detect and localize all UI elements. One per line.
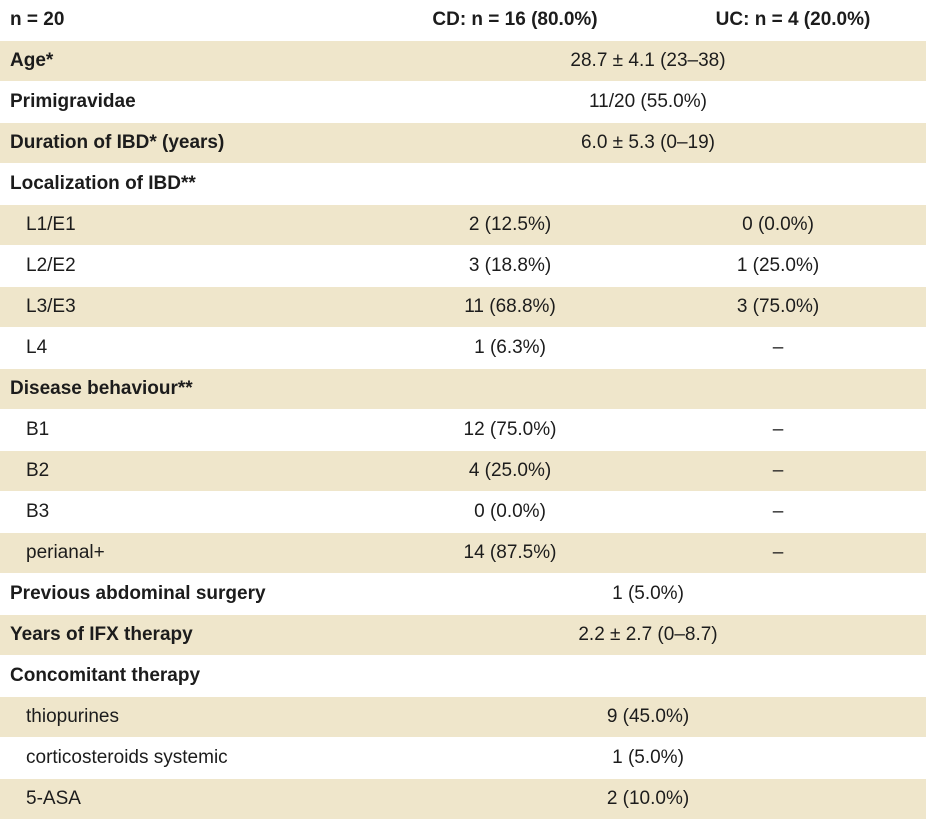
uc-value: 1 (25.0%) [660, 245, 926, 287]
cd-value: 11 (68.8%) [370, 286, 660, 328]
uc-value: – [660, 327, 926, 369]
row-label: thiopurines [0, 696, 370, 738]
row-label: L4 [0, 327, 370, 369]
uc-value: – [660, 491, 926, 533]
row-label: L1/E1 [0, 204, 370, 246]
cd-value: 12 (75.0%) [370, 409, 660, 451]
row-label: L2/E2 [0, 245, 370, 287]
table-row: B2 4 (25.0%) – [0, 450, 926, 492]
section-row: Disease behaviour** [0, 368, 926, 410]
section-row: Concomitant therapy [0, 655, 926, 697]
table-row: perianal+ 14 (87.5%) – [0, 532, 926, 574]
cd-value: 1 (6.3%) [370, 327, 660, 369]
cd-value: 3 (18.8%) [370, 245, 660, 287]
row-value: 1 (5.0%) [370, 737, 926, 779]
row-label: Previous abdominal surgery [0, 573, 370, 615]
cd-value: 0 (0.0%) [370, 491, 660, 533]
uc-value: 3 (75.0%) [660, 286, 926, 328]
uc-value: – [660, 409, 926, 451]
uc-value: – [660, 450, 926, 492]
header-total: n = 20 [0, 0, 370, 41]
row-value: 1 (5.0%) [370, 573, 926, 615]
row-label: L3/E3 [0, 286, 370, 328]
row-label: Years of IFX therapy [0, 614, 370, 656]
table-row: B3 0 (0.0%) – [0, 491, 926, 533]
table-row: Years of IFX therapy 2.2 ± 2.7 (0–8.7) [0, 614, 926, 656]
table-row: L4 1 (6.3%) – [0, 327, 926, 369]
row-value: 28.7 ± 4.1 (23–38) [370, 40, 926, 82]
row-label: B3 [0, 491, 370, 533]
table-row: thiopurines 9 (45.0%) [0, 696, 926, 738]
cd-value: 4 (25.0%) [370, 450, 660, 492]
table-row: B1 12 (75.0%) – [0, 409, 926, 451]
table-row: 5-ASA 2 (10.0%) [0, 778, 926, 820]
row-value: 2 (10.0%) [370, 778, 926, 820]
cd-value: 2 (12.5%) [370, 204, 660, 246]
section-label: Concomitant therapy [0, 655, 926, 697]
header-uc: UC: n = 4 (20.0%) [660, 0, 926, 41]
row-label: Age* [0, 40, 370, 82]
row-label: B2 [0, 450, 370, 492]
row-label: Duration of IBD* (years) [0, 122, 370, 164]
table-row: corticosteroids systemic 1 (5.0%) [0, 737, 926, 779]
uc-value: – [660, 532, 926, 574]
table-row: Age* 28.7 ± 4.1 (23–38) [0, 40, 926, 82]
table-header-row: n = 20 CD: n = 16 (80.0%) UC: n = 4 (20.… [0, 0, 926, 41]
row-label: perianal+ [0, 532, 370, 574]
row-label: Primigravidae [0, 81, 370, 123]
table-row: L3/E3 11 (68.8%) 3 (75.0%) [0, 286, 926, 328]
row-value: 6.0 ± 5.3 (0–19) [370, 122, 926, 164]
cd-value: 14 (87.5%) [370, 532, 660, 574]
table-row: L2/E2 3 (18.8%) 1 (25.0%) [0, 245, 926, 287]
table-row: Primigravidae 11/20 (55.0%) [0, 81, 926, 123]
row-label: 5-ASA [0, 778, 370, 820]
row-value: 9 (45.0%) [370, 696, 926, 738]
uc-value: 0 (0.0%) [660, 204, 926, 246]
row-label: B1 [0, 409, 370, 451]
row-value: 2.2 ± 2.7 (0–8.7) [370, 614, 926, 656]
table-row: L1/E1 2 (12.5%) 0 (0.0%) [0, 204, 926, 246]
section-label: Localization of IBD** [0, 163, 926, 205]
table-row: Previous abdominal surgery 1 (5.0%) [0, 573, 926, 615]
row-value: 11/20 (55.0%) [370, 81, 926, 123]
header-cd: CD: n = 16 (80.0%) [370, 0, 660, 41]
table-row: Duration of IBD* (years) 6.0 ± 5.3 (0–19… [0, 122, 926, 164]
row-label: corticosteroids systemic [0, 737, 370, 779]
section-label: Disease behaviour** [0, 368, 926, 410]
section-row: Localization of IBD** [0, 163, 926, 205]
